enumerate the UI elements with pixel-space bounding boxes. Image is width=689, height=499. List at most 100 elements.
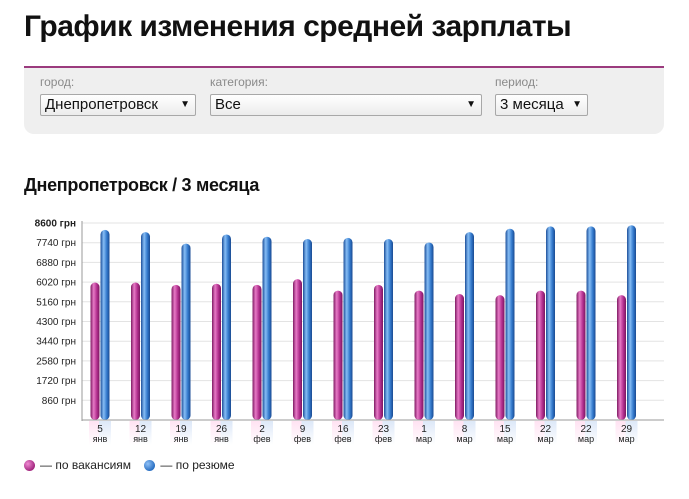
vacancy-bar[interactable] [252,284,262,420]
y-tick-label: 860 грн [42,396,76,407]
x-tick-day: 9 [300,424,306,435]
vacancy-bar[interactable] [293,279,302,420]
chart-title: Днепропетровск / 3 месяца [24,175,260,195]
city-filter: город: Днепропетровск ▼ [40,74,196,116]
x-tick-day: 29 [621,424,633,435]
x-label-bg [89,421,101,445]
resume-bar[interactable] [262,236,272,420]
category-filter-label: категория: [210,75,268,89]
resume-bar[interactable] [181,243,191,420]
vacancy-bar[interactable] [495,295,505,420]
vacancy-bar[interactable] [617,295,626,420]
x-label-bg [625,421,638,445]
chevron-down-icon: ▼ [572,99,582,110]
x-label-bg [463,421,476,445]
vacancy-bar[interactable] [374,284,383,420]
chart-legend: — по вакансиям — по резюме [24,458,245,474]
resume-bar[interactable] [222,234,231,420]
x-label-bg [494,421,506,445]
y-tick-label: 8600 грн [35,219,76,230]
chevron-down-icon: ▼ [180,99,190,110]
period-select[interactable]: 3 месяца ▼ [495,94,588,116]
x-tick-month: янв [214,434,229,444]
x-tick-month: мар [416,434,432,444]
resume-bar[interactable] [505,228,515,420]
x-tick-month: фев [375,434,392,444]
x-label-bg [170,421,182,445]
x-tick-month: янв [174,434,189,444]
y-tick-label: 5160 грн [36,297,76,308]
resume-bar[interactable] [465,232,474,420]
x-tick-day: 8 [462,424,468,435]
x-tick-day: 23 [378,424,390,435]
resume-bar[interactable] [424,242,434,420]
x-label-bg [332,421,344,445]
x-label-bg [575,421,587,445]
x-label-bg [585,421,597,445]
resume-bar[interactable] [303,239,312,420]
x-label-bg [129,421,142,445]
y-tick-label: 3440 грн [36,337,76,348]
x-tick-day: 16 [337,424,349,435]
vacancy-bar[interactable] [90,282,100,420]
vacancy-bar[interactable] [536,290,545,420]
x-label-bg [139,421,152,445]
x-label-bg [261,421,273,445]
resume-bar[interactable] [586,226,596,420]
y-tick-label: 7740 грн [36,238,76,249]
resume-bar[interactable] [141,232,150,420]
legend-label-resumes: — по резюме [160,458,235,472]
x-label-bg [504,421,516,445]
x-label-bg [534,421,547,445]
city-filter-label: город: [40,75,75,89]
vacancy-bar[interactable] [414,290,424,420]
vacancy-bar[interactable] [576,290,586,420]
legend-dot-icon [144,459,156,471]
x-label-bg [544,421,557,445]
chevron-down-icon: ▼ [466,99,476,110]
resume-bar[interactable] [343,237,353,420]
vacancy-bar[interactable] [455,294,464,420]
city-select[interactable]: Днепропетровск ▼ [40,94,196,116]
x-tick-day: 12 [135,424,147,435]
filter-panel: город: Днепропетровск ▼ категория: Все ▼… [24,66,664,134]
x-tick-month: фев [294,434,311,444]
x-tick-month: мар [578,434,594,444]
x-label-bg [372,421,385,445]
x-tick-month: мар [456,434,472,444]
x-label-bg [342,421,354,445]
resume-bar[interactable] [384,239,393,420]
x-label-bg [251,421,263,445]
y-tick-label: 1720 грн [36,376,76,387]
category-select[interactable]: Все ▼ [210,94,482,116]
vacancy-bar[interactable] [131,282,140,420]
x-label-bg [180,421,192,445]
category-filter: категория: Все ▼ [210,74,482,116]
x-label-bg [615,421,628,445]
resume-bar[interactable] [546,226,555,420]
x-tick-day: 26 [216,424,228,435]
x-label-bg [210,421,223,445]
resume-bar[interactable] [100,229,110,420]
x-tick-day: 2 [259,424,265,435]
x-label-bg [382,421,395,445]
x-tick-month: мар [618,434,634,444]
period-filter: период: 3 месяца ▼ [495,74,588,116]
x-label-bg [99,421,111,445]
x-label-bg [301,421,314,445]
x-label-bg [220,421,233,445]
legend-item-resumes: — по резюме [144,458,235,472]
x-tick-day: 22 [580,424,592,435]
x-label-bg [291,421,304,445]
vacancy-bar[interactable] [171,284,181,420]
x-label-bg [413,421,425,445]
city-select-value: Днепропетровск [45,96,158,113]
legend-item-vacancies: — по вакансиям [24,458,131,472]
x-tick-day: 5 [97,424,103,435]
resume-bar[interactable] [627,225,636,420]
y-tick-label: 2580 грн [36,356,76,367]
period-select-value: 3 месяца [500,96,564,113]
x-tick-month: фев [334,434,351,444]
vacancy-bar[interactable] [212,283,221,420]
vacancy-bar[interactable] [333,290,343,420]
